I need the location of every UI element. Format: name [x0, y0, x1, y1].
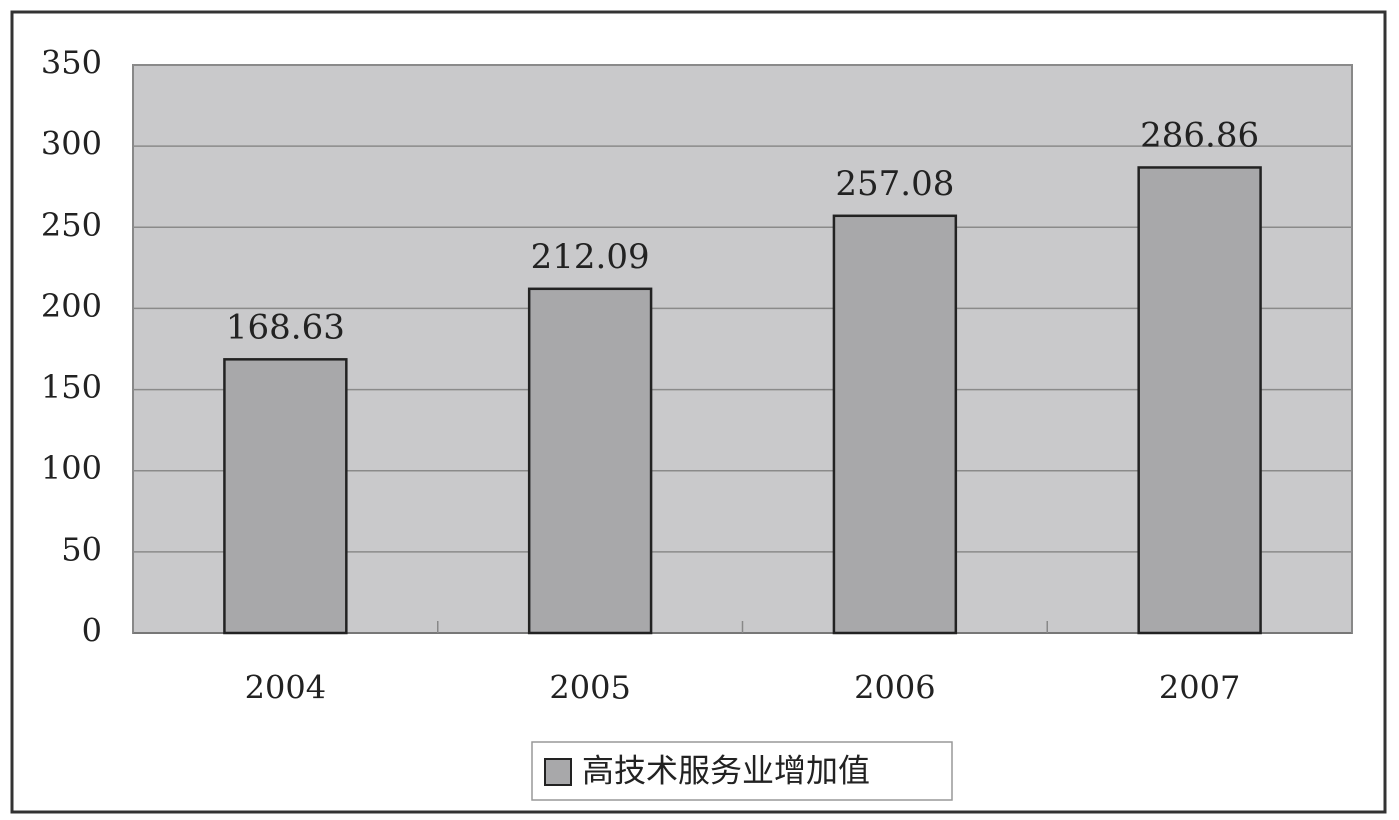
y-tick-label: 150 [41, 368, 102, 406]
value-label: 168.63 [226, 307, 345, 347]
value-label: 257.08 [835, 164, 954, 204]
legend-swatch [544, 758, 572, 786]
value-label: 212.09 [531, 237, 650, 277]
x-tick-label: 2005 [549, 669, 630, 707]
x-tick-label: 2007 [1159, 669, 1240, 707]
value-label: 286.86 [1140, 115, 1259, 155]
bar [527, 287, 653, 635]
bar [832, 214, 958, 635]
y-tick-label: 300 [41, 125, 102, 163]
x-tick-label: 2004 [245, 669, 326, 707]
x-tick-label: 2006 [854, 669, 935, 707]
y-tick-label: 50 [61, 530, 102, 568]
y-tick-label: 200 [41, 287, 102, 325]
y-tick-label: 100 [41, 449, 102, 487]
y-tick-label: 350 [41, 44, 102, 82]
legend-box [531, 741, 953, 801]
bar [223, 358, 348, 635]
y-tick-label: 0 [82, 612, 102, 650]
y-tick-label: 250 [41, 206, 102, 244]
legend-label: 高技术服务业增加值 [582, 752, 870, 790]
bar [1137, 166, 1262, 635]
